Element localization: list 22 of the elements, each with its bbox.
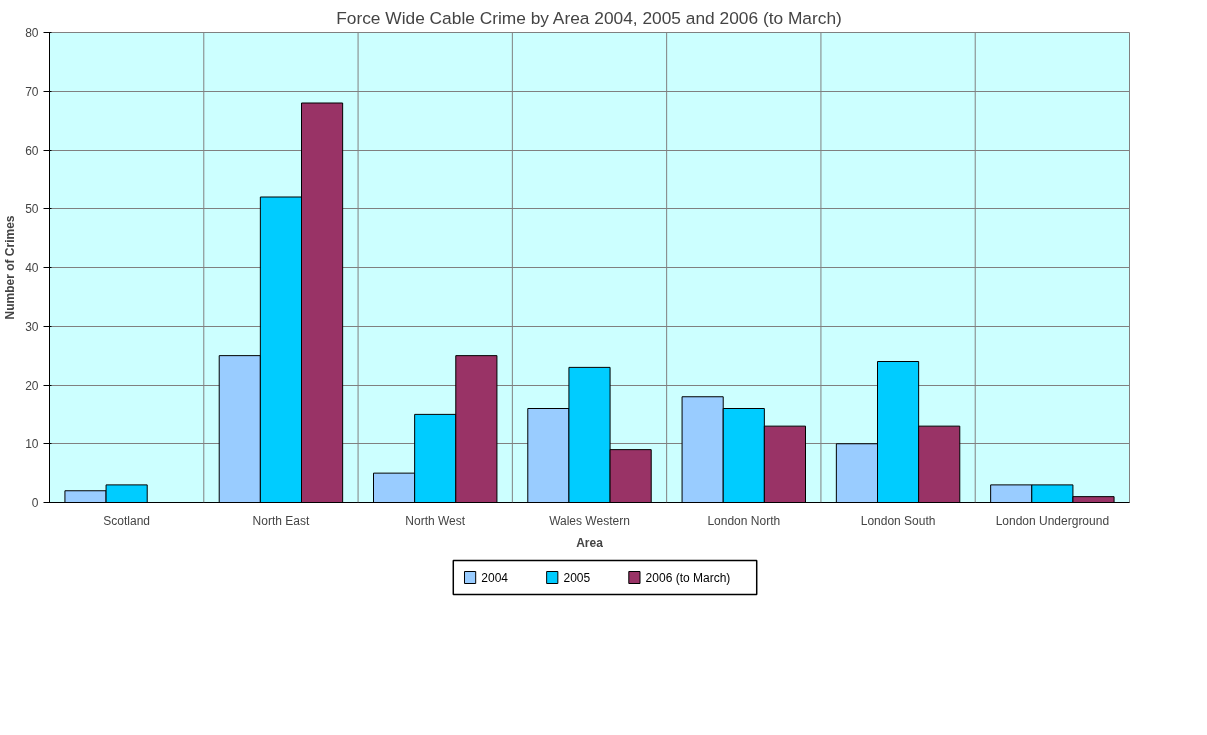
y-tick-label: 20 [25, 378, 39, 393]
y-tick-label: 0 [31, 496, 39, 510]
x-tick-label: London North [707, 513, 781, 528]
y-tick-label: 80 [25, 26, 39, 40]
x-axis-title: Area [576, 535, 604, 550]
legend-label: 2004 [481, 571, 509, 585]
y-tick-label: 10 [25, 437, 39, 452]
legend-label: 2006 (to March) [645, 570, 731, 585]
y-tick-label: 70 [25, 84, 39, 99]
y-tick-label: 40 [25, 261, 39, 275]
x-tick-label: Wales Western [549, 513, 630, 528]
x-tick-label: North West [405, 513, 466, 528]
x-tick-label: Scotland [103, 513, 150, 528]
y-axis-title: Number of Crimes [3, 215, 18, 320]
y-tick-label: 60 [25, 143, 39, 158]
x-tick-label: North East [252, 513, 310, 528]
y-tick-label: 30 [25, 319, 39, 334]
y-tick-label: 50 [25, 202, 39, 217]
chart-title: Force Wide Cable Crime by Area 2004, 2005 and 2006 (to March) [336, 7, 842, 28]
x-tick-label: London Underground [995, 513, 1110, 528]
x-tick-label: London South [860, 513, 936, 528]
legend-label: 2005 [563, 571, 591, 585]
